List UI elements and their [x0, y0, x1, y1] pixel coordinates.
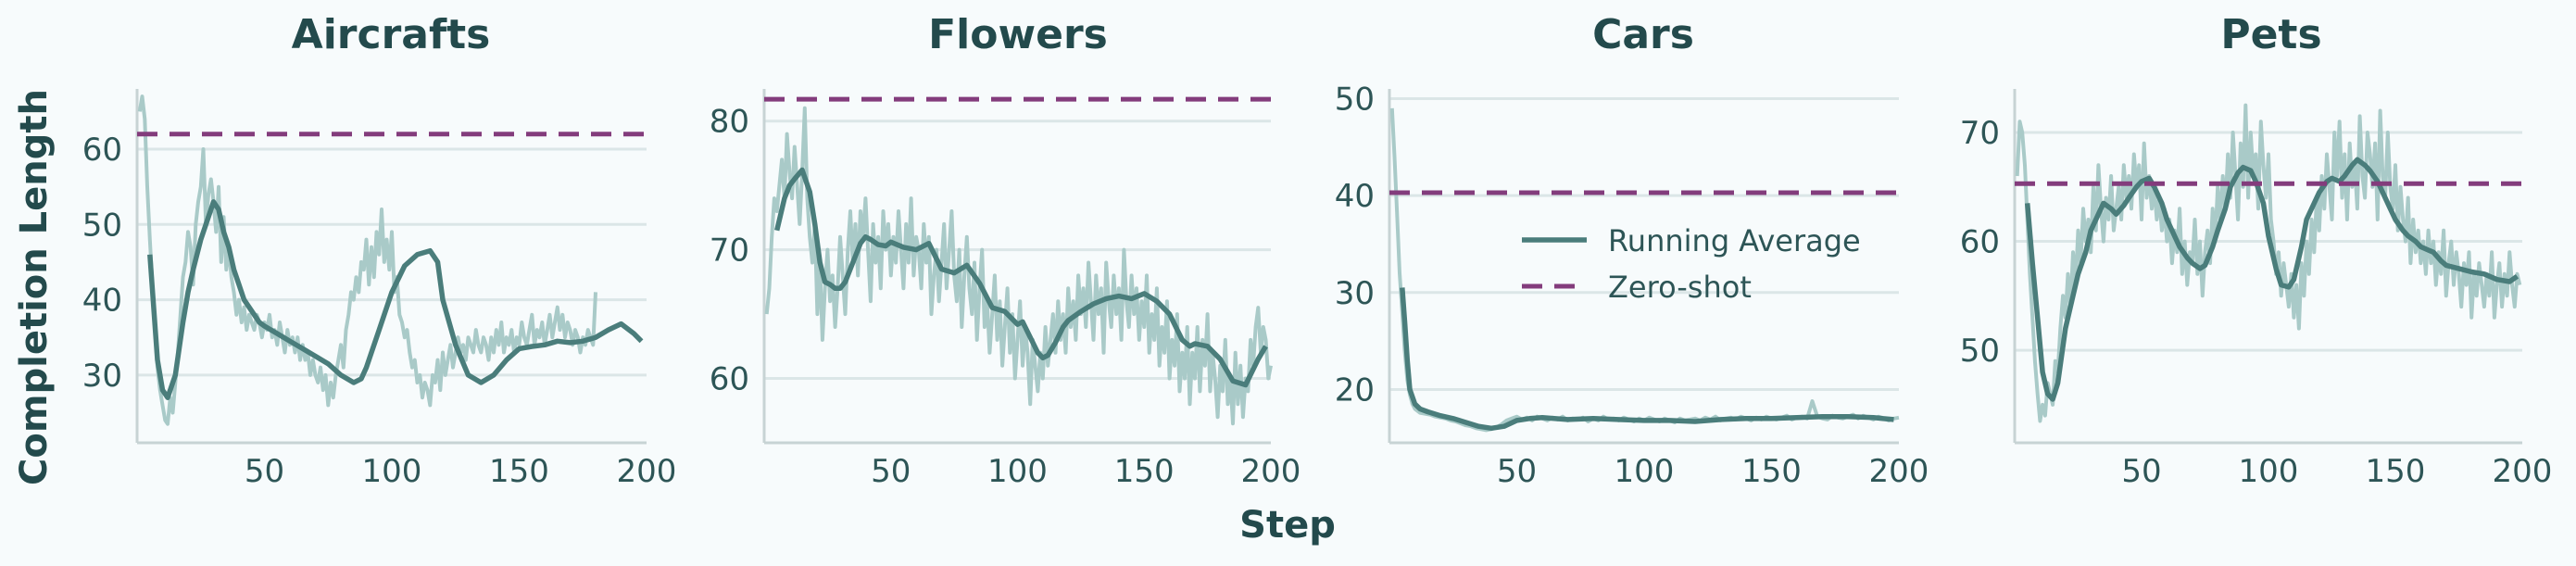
x-tick-label: 150 [1114, 453, 1175, 490]
subplot-title: Pets [2220, 11, 2321, 58]
subplot-body: 30 40 50 60 50 100 150 200 [82, 89, 677, 490]
subplot-title: Flowers [928, 11, 1108, 58]
y-tick-label: 40 [82, 283, 122, 320]
y-tick-label: 30 [1335, 275, 1375, 312]
y-tick-label: 60 [710, 361, 749, 398]
y-tick-label: 40 [1335, 178, 1375, 215]
x-tick-label: 100 [987, 453, 1048, 490]
subplot-cars: Cars 20 30 40 50 50 100 150 200 [1335, 11, 1929, 490]
y-tick-label: 60 [1960, 224, 2000, 261]
x-tick-label: 50 [871, 453, 911, 490]
x-tick-label: 50 [1497, 453, 1537, 490]
running-average-line [774, 167, 1268, 388]
y-tick-label: 50 [1960, 333, 2000, 370]
running-average-line [2024, 157, 2519, 402]
y-tick-label: 70 [1960, 115, 2000, 152]
x-tick-label: 150 [489, 453, 549, 490]
x-axis-label: Step [1239, 504, 1336, 547]
subplot-title: Cars [1592, 11, 1694, 58]
legend-label-running-average: Running Average [1608, 223, 1861, 258]
x-tick-label: 200 [617, 453, 677, 490]
x-tick-label: 100 [362, 453, 422, 490]
y-tick-label: 70 [710, 233, 749, 270]
y-axis-label: Completion Length [13, 89, 56, 485]
x-tick-label: 200 [1869, 453, 1929, 490]
legend: Running Average Zero-shot [1522, 223, 1861, 305]
x-tick-label: 150 [1741, 453, 1802, 490]
subplot-body: 50 60 70 50 100 150 200 [1960, 89, 2553, 490]
y-tick-label: 50 [82, 207, 122, 244]
subplot-flowers: Flowers 60 70 80 50 100 150 200 [710, 11, 1301, 490]
running-average-line [147, 199, 644, 400]
subplot-body: 20 30 40 50 50 100 150 200 [1335, 81, 1929, 490]
x-tick-label: 50 [2121, 453, 2161, 490]
x-tick-label: 200 [2493, 453, 2553, 490]
y-tick-label: 80 [710, 104, 749, 141]
x-tick-label: 100 [1615, 453, 1675, 490]
raw-series-line [764, 106, 1273, 426]
y-tick-label: 60 [82, 132, 122, 169]
legend-label-zero-shot: Zero-shot [1608, 270, 1752, 305]
running-average-line [1400, 287, 1894, 432]
subplot-title: Aircrafts [292, 11, 491, 58]
subplot-aircrafts: Aircrafts 30 40 50 60 50 100 150 200 [82, 11, 677, 490]
x-tick-label: 150 [2366, 453, 2426, 490]
y-tick-label: 30 [82, 358, 122, 395]
y-tick-label: 20 [1335, 371, 1375, 409]
subplot-pets: Pets 50 60 70 50 100 150 200 [1960, 11, 2553, 490]
x-tick-label: 200 [1241, 453, 1301, 490]
x-tick-label: 100 [2239, 453, 2299, 490]
y-tick-label: 50 [1335, 81, 1375, 118]
x-tick-label: 50 [245, 453, 284, 490]
raw-series-line [137, 94, 597, 426]
subplot-body: 60 70 80 50 100 150 200 [710, 89, 1301, 490]
